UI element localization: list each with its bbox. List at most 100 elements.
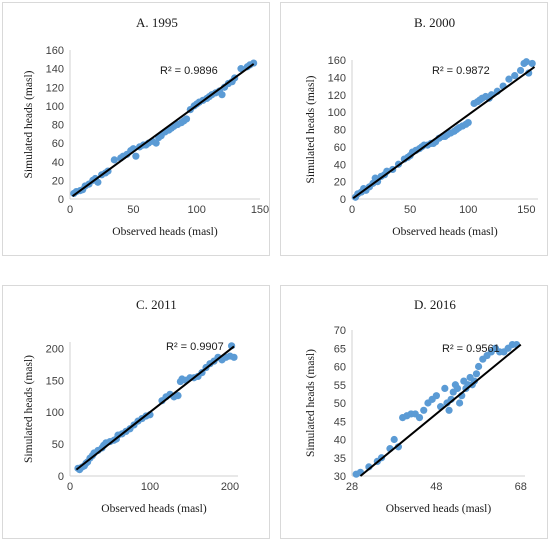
trend-line <box>352 66 536 199</box>
chart-title: D. 2016 <box>414 297 456 312</box>
x-tick-label: 68 <box>515 481 527 493</box>
x-axis-label: Observed heads (masl) <box>112 226 218 238</box>
y-tick-label: 60 <box>334 362 346 374</box>
r-squared-label: R² = 0.9896 <box>160 65 218 77</box>
data-point <box>455 399 464 407</box>
y-tick-label: 50 <box>52 439 64 451</box>
data-point <box>464 118 472 127</box>
y-tick-label: 70 <box>334 325 346 337</box>
x-tick-label: 28 <box>346 481 358 493</box>
y-tick-label: 20 <box>334 177 346 189</box>
x-axis-label: Observed heads (masl) <box>101 503 207 515</box>
data-point <box>218 91 226 99</box>
data-point <box>415 414 424 422</box>
y-tick-label: 40 <box>334 159 346 171</box>
y-tick-label: 0 <box>58 471 64 483</box>
y-axis-label: Simulated heads (masl) <box>305 349 317 457</box>
x-tick-label: 0 <box>349 204 355 216</box>
y-axis-label: Simulated heads (masl) <box>305 75 317 183</box>
trend-line <box>75 345 235 471</box>
data-point <box>528 59 536 68</box>
data-point <box>390 435 398 444</box>
data-point <box>472 370 481 378</box>
y-tick-label: 120 <box>46 82 64 94</box>
y-tick-label: 55 <box>334 380 346 392</box>
x-tick-label: 50 <box>127 204 139 216</box>
x-tick-label: 100 <box>141 481 159 493</box>
data-point <box>420 406 428 414</box>
x-axis-label: Observed heads (masl) <box>386 503 492 515</box>
trend-line <box>71 63 255 198</box>
panel-b <box>280 2 548 256</box>
x-tick-label: 150 <box>251 204 269 216</box>
data-point <box>522 58 530 66</box>
chart-0: A. 1995 0 50 100 150 0 20 40 60 80 100 120 140 160 Obs… <box>23 15 269 238</box>
y-tick-label: 80 <box>52 120 64 132</box>
r-squared-label: R² = 0.9907 <box>166 341 224 353</box>
chart-2: C. 2011 0 100 200 0 50 100 150 200 Observed heads… <box>23 297 239 515</box>
y-tick-label: 0 <box>58 194 64 206</box>
data-point <box>445 406 453 414</box>
x-tick-label: 100 <box>187 204 205 216</box>
data-point <box>237 65 245 73</box>
y-tick-label: 20 <box>52 175 64 187</box>
y-tick-label: 100 <box>328 107 346 119</box>
data-point <box>182 115 191 123</box>
x-tick-label: 100 <box>459 204 477 216</box>
y-tick-label: 80 <box>334 125 346 137</box>
x-tick-label: 48 <box>430 481 442 493</box>
chart-title: C. 2011 <box>136 297 177 312</box>
y-tick-label: 160 <box>46 45 64 57</box>
data-point <box>94 178 102 186</box>
x-tick-label: 50 <box>404 204 416 216</box>
chart-title: A. 1995 <box>136 15 178 30</box>
x-tick-label: 0 <box>67 204 73 216</box>
y-tick-label: 0 <box>340 194 346 206</box>
panel-a <box>2 2 270 256</box>
y-tick-label: 50 <box>334 398 346 410</box>
y-tick-label: 60 <box>52 138 64 150</box>
data-point <box>453 384 462 392</box>
y-tick-label: 100 <box>46 101 64 113</box>
data-point <box>152 139 160 147</box>
y-tick-label: 100 <box>46 407 64 419</box>
y-tick-label: 40 <box>52 157 64 169</box>
y-tick-label: 140 <box>328 72 346 84</box>
data-point <box>432 392 440 400</box>
y-tick-label: 200 <box>46 343 64 355</box>
x-tick-label: 200 <box>221 481 239 493</box>
y-tick-label: 65 <box>334 343 346 355</box>
chart-3: D. 2016 28 48 68 30 35 40 45 50 55 60 65 70 Observed … <box>305 297 527 515</box>
panel-c <box>2 285 270 539</box>
data-point <box>174 392 182 400</box>
data-point <box>132 152 140 160</box>
y-tick-label: 150 <box>46 375 64 387</box>
data-point <box>230 353 238 361</box>
y-tick-label: 40 <box>334 435 346 447</box>
x-tick-label: 0 <box>67 481 73 493</box>
y-axis-label: Simulated heads (masl) <box>23 70 35 178</box>
trend-line <box>359 343 522 477</box>
x-tick-label: 150 <box>517 204 535 216</box>
x-axis-label: Observed heads (masl) <box>392 226 498 238</box>
data-point <box>516 66 525 75</box>
y-axis-label: Simulated heads (masl) <box>23 355 35 463</box>
y-tick-label: 30 <box>334 471 346 483</box>
data-point <box>505 75 513 83</box>
y-tick-label: 60 <box>334 142 346 154</box>
r-squared-label: R² = 0.9561 <box>442 343 500 355</box>
data-point <box>394 443 403 451</box>
y-tick-label: 45 <box>334 416 346 428</box>
data-point <box>474 362 483 371</box>
y-tick-label: 140 <box>46 64 64 76</box>
y-tick-label: 35 <box>334 453 346 465</box>
data-point <box>441 384 449 392</box>
y-tick-label: 160 <box>328 55 346 67</box>
y-tick-label: 120 <box>328 90 346 102</box>
data-point <box>511 72 519 80</box>
chart-title: B. 2000 <box>414 15 455 30</box>
chart-1: B. 2000 0 50 100 150 0 20 40 60 80 100 120 140 160 Obs… <box>305 15 538 238</box>
data-point <box>110 156 118 164</box>
r-squared-label: R² = 0.9872 <box>432 65 490 77</box>
